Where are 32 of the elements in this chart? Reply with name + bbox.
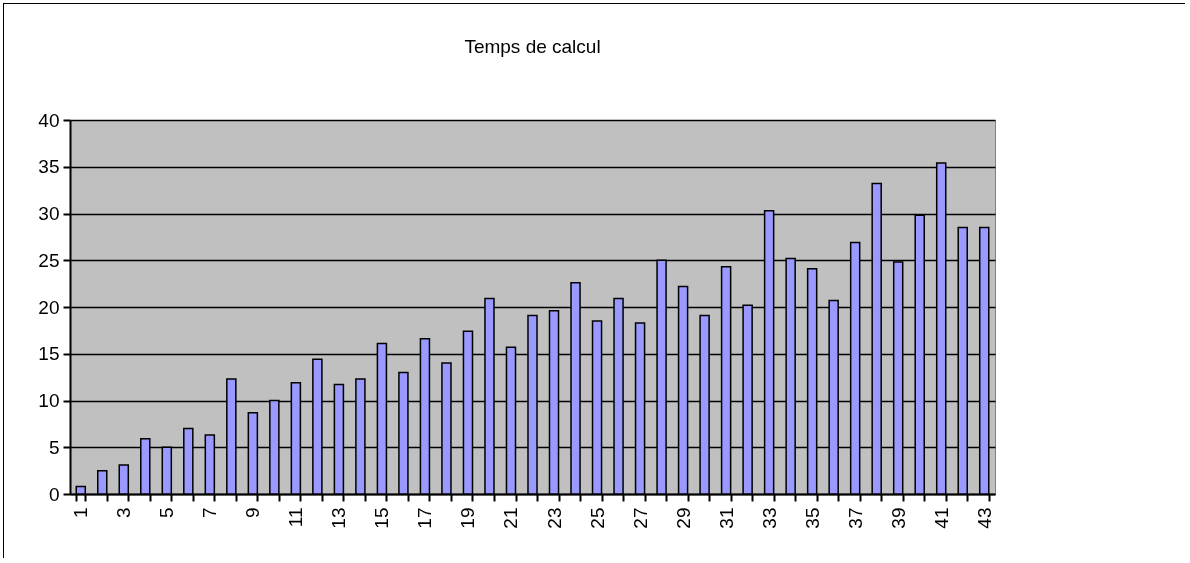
x-tick-label: 9 [242, 507, 264, 519]
y-tick-label: 25 [38, 249, 60, 271]
y-tick-label: 5 [48, 436, 60, 458]
x-tick-label: 1 [70, 507, 92, 519]
y-tick-label: 10 [38, 390, 60, 411]
x-tick-label: 37 [844, 507, 866, 529]
x-tick-label: 13 [328, 507, 350, 529]
x-tick-label: 5 [156, 507, 178, 519]
x-tick-label: 35 [801, 507, 823, 529]
x-tick-label: 15 [371, 507, 393, 529]
y-tick-label: 20 [38, 296, 60, 318]
x-tick-label: 23 [543, 507, 565, 529]
x-tick-label: 3 [113, 507, 135, 519]
chart-title: Temps de calcul [464, 36, 601, 57]
y-tick-label: 30 [38, 203, 60, 224]
x-tick-label: 33 [758, 507, 780, 529]
x-tick-label: 39 [887, 507, 909, 529]
x-tick-label: 31 [715, 507, 737, 529]
x-tick-label: 19 [457, 507, 479, 529]
x-tick-label: 27 [629, 507, 651, 529]
y-tick-label: 35 [38, 156, 60, 178]
x-tick-label: 17 [414, 507, 436, 529]
x-tick-label: 29 [672, 507, 694, 529]
x-tick-label: 21 [500, 507, 522, 529]
y-tick-label: 15 [38, 343, 60, 365]
x-tick-label: 25 [586, 507, 608, 529]
x-tick-label: 7 [199, 507, 221, 519]
x-tick-label: 41 [930, 507, 952, 529]
y-tick-label: 40 [38, 109, 60, 131]
y-tick-label: 0 [48, 483, 60, 505]
x-tick-label: 11 [285, 507, 307, 528]
x-tick-label: 43 [973, 507, 995, 529]
